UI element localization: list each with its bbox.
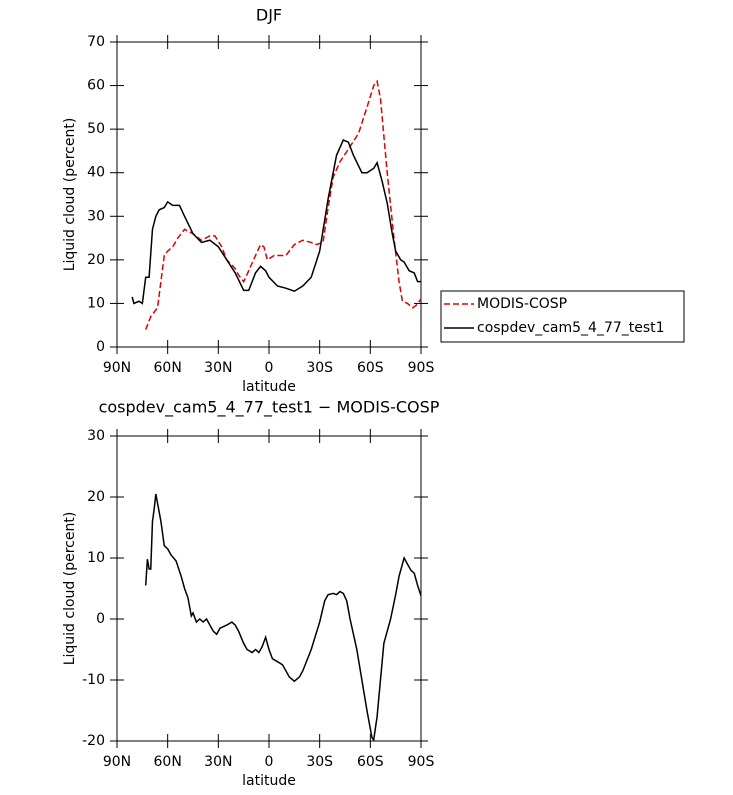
x-tick-label: 60N [154,360,182,376]
x-axis-label: latitude [242,379,296,395]
y-tick-label: 10 [87,550,105,566]
y-tick-label: 10 [87,295,105,311]
y-axis-label: Liquid cloud (percent) [62,512,78,666]
y-tick-label: 40 [87,165,105,181]
x-tick-label: 0 [265,754,274,770]
y-tick-label: 50 [87,121,105,137]
data-line [145,79,422,330]
legend-box [440,290,685,343]
x-tick-label: 90N [103,754,131,770]
legend-label: cospdev_cam5_4_77_test1 [477,320,665,336]
y-tick-label: 30 [87,428,105,444]
y-tick-label: 60 [87,78,105,94]
legend-label: MODIS-COSP [477,296,567,312]
plot-frame [116,435,422,742]
x-axis-label: latitude [242,773,296,789]
chart-title: cospdev_cam5_4_77_test1 − MODIS-COSP [99,398,440,418]
x-tick-label: 90S [408,754,435,770]
x-tick-label: 90S [408,360,435,376]
data-line [131,139,421,305]
data-line [144,493,422,742]
x-tick-label: 90N [103,360,131,376]
y-tick-label: 20 [87,252,105,268]
x-tick-label: 30S [306,754,333,770]
y-tick-label: -10 [82,672,105,688]
x-tick-label: 60S [357,754,384,770]
y-tick-label: -20 [82,733,105,749]
y-tick-label: 0 [96,611,105,627]
x-tick-label: 60S [357,360,384,376]
x-tick-label: 60N [154,754,182,770]
x-tick-label: 30N [204,754,232,770]
y-tick-label: 30 [87,208,105,224]
plot-frame [116,41,422,348]
x-tick-label: 30S [306,360,333,376]
y-axis-label: Liquid cloud (percent) [62,118,78,272]
chart-title: DJF [256,6,282,25]
y-tick-label: 20 [87,489,105,505]
x-tick-label: 30N [204,360,232,376]
y-tick-label: 0 [96,339,105,355]
y-tick-label: 70 [87,34,105,50]
x-tick-label: 0 [265,360,274,376]
